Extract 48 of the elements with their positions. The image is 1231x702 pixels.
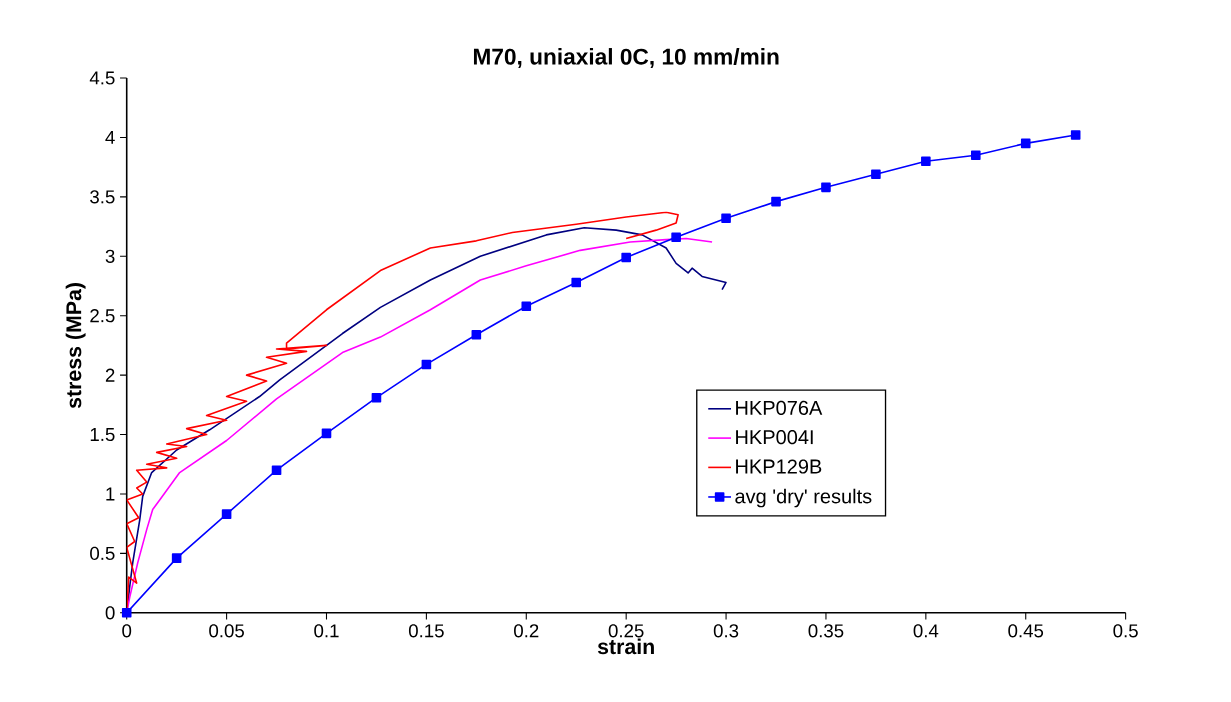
x-tick-label: 0.35 bbox=[808, 624, 844, 638]
y-tick-label: 1.5 bbox=[90, 427, 115, 441]
x-tick-label: 0.3 bbox=[713, 624, 739, 638]
x-tick-label: 0.1 bbox=[314, 624, 339, 638]
y-tick-label: 4 bbox=[105, 130, 115, 144]
point bbox=[121, 607, 132, 618]
point bbox=[721, 213, 731, 223]
x-tick-label: 0.5 bbox=[1113, 624, 1138, 638]
chart-title: M70, uniaxial 0C, 10 mm/min bbox=[473, 47, 779, 68]
y-tick-label: 2.5 bbox=[90, 309, 115, 323]
point bbox=[1070, 130, 1081, 140]
x-tick-label: 0.25 bbox=[608, 624, 644, 638]
legend-label: HKP129B bbox=[736, 459, 822, 474]
point bbox=[1020, 138, 1031, 149]
point bbox=[271, 465, 282, 475]
y-tick-label: 0.5 bbox=[90, 546, 115, 560]
point bbox=[871, 169, 881, 180]
point bbox=[321, 428, 332, 439]
y-tick-label: 2 bbox=[105, 368, 115, 382]
point bbox=[571, 277, 582, 288]
y-tick-label: 1 bbox=[106, 487, 115, 501]
x-axis-title: strain bbox=[597, 638, 654, 655]
point bbox=[421, 359, 432, 370]
point bbox=[471, 329, 482, 340]
legend-label: HKP004I bbox=[736, 430, 813, 445]
legend-label: avg 'dry' results bbox=[735, 488, 872, 508]
x-tick-label: 0.4 bbox=[913, 624, 939, 638]
x-tick-label: 0.05 bbox=[209, 624, 244, 638]
point bbox=[821, 182, 831, 193]
x-tick-label: 0.45 bbox=[1008, 624, 1044, 638]
x-tick-label: 0.15 bbox=[408, 624, 444, 638]
point bbox=[771, 196, 781, 207]
point bbox=[171, 553, 182, 563]
y-tick-label: 4.5 bbox=[89, 71, 115, 85]
point bbox=[970, 150, 981, 160]
y-tick-label: 0 bbox=[105, 606, 115, 620]
y-axis-title: stress (MPa) bbox=[65, 282, 86, 409]
y-tick-label: 3 bbox=[105, 249, 115, 263]
legend-label: HKP076A bbox=[736, 400, 823, 415]
x-tick-label: 0.2 bbox=[514, 624, 539, 638]
point bbox=[671, 232, 681, 242]
point bbox=[371, 392, 382, 403]
point bbox=[221, 509, 232, 519]
point bbox=[521, 301, 532, 311]
y-tick-label: 3.5 bbox=[90, 190, 115, 204]
point bbox=[621, 252, 631, 263]
x-tick-label: 0 bbox=[122, 624, 132, 638]
point bbox=[921, 156, 931, 166]
